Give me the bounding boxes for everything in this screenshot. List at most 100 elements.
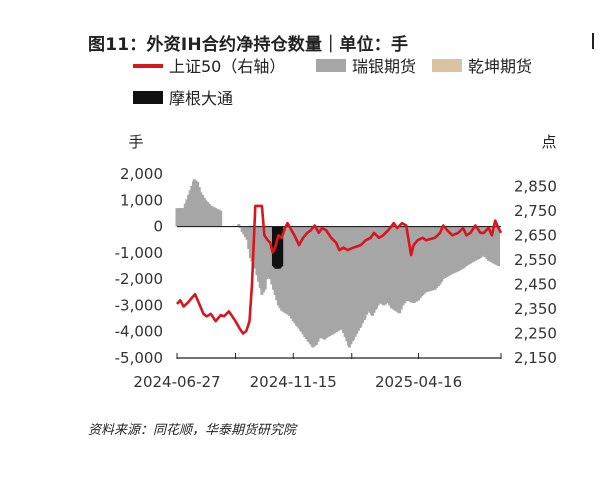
bar-ubs [255, 226, 259, 276]
bar-ubs [245, 226, 249, 240]
bar-ubs [454, 226, 458, 273]
bar-ubs [214, 208, 218, 227]
bar-ubs [492, 226, 496, 264]
bar-ubs [323, 226, 327, 340]
bar-ubs [206, 202, 210, 227]
bar-ubs [332, 226, 336, 334]
bar-ubs [243, 226, 247, 238]
bar-ubs [480, 226, 484, 257]
bar-ubs [368, 226, 372, 313]
legend-label: 乾坤期货 [468, 57, 532, 76]
bar-ubs [478, 226, 482, 259]
bar-ubs [408, 226, 412, 302]
bar-ubs [290, 226, 294, 319]
bar-ubs [483, 226, 487, 258]
bar-ubs [204, 200, 208, 227]
legend-swatch-bar [432, 59, 462, 72]
bar-ubs [422, 226, 426, 294]
y-left-tick-label: 1,000 [120, 191, 163, 209]
bar-ubs [179, 208, 183, 227]
bar-ubs [461, 226, 465, 269]
bar-ubs [210, 206, 214, 227]
bar-ubs [435, 226, 439, 288]
bar-ubs [447, 226, 451, 276]
bar-ubs [403, 226, 407, 304]
bar-ubs [309, 226, 313, 345]
bar-ubs [311, 226, 315, 348]
bar-ubs [356, 226, 360, 331]
bar-ubs [268, 226, 272, 280]
y-right-tick-label: 2,750 [514, 202, 557, 220]
bar-ubs [262, 226, 266, 293]
bar-ubs [490, 226, 494, 263]
bar-jpm [280, 226, 284, 266]
bar-ubs [258, 226, 262, 289]
bar-ubs [196, 181, 200, 227]
legend-label: 摩根大通 [169, 89, 233, 108]
bar-ubs [456, 226, 460, 272]
bar-ubs [329, 226, 333, 336]
bar-ubs [399, 226, 403, 310]
y-left-tick-label: 0 [153, 218, 163, 236]
bar-ubs [281, 226, 285, 312]
y-left-tick-label: -5,000 [115, 349, 163, 367]
bar-ubs [194, 180, 198, 227]
bar-ubs [318, 226, 322, 337]
x-tick-label: 2024-06-27 [133, 373, 220, 391]
bar-ubs [418, 226, 422, 299]
bar-ubs [473, 226, 477, 261]
bar-ubs [242, 226, 246, 235]
legend-swatch-bar [133, 91, 163, 104]
bar-ubs [391, 226, 395, 310]
bar-ubs [472, 226, 476, 262]
bar-ubs [482, 226, 486, 256]
legend-label: 瑞银期货 [352, 57, 416, 76]
bar-ubs [324, 226, 328, 339]
bar-ubs [410, 226, 414, 303]
bar-ubs [335, 226, 339, 332]
bar-ubs [313, 226, 317, 347]
chart-title: 图11：外资IH合约净持仓数量｜单位：手 [88, 35, 409, 55]
y-left-tick-label: -1,000 [115, 244, 163, 262]
bar-ubs [212, 207, 216, 227]
bar-ubs [202, 197, 206, 227]
bar-ubs [182, 208, 186, 227]
bar-ubs [421, 226, 425, 295]
title-divider [592, 33, 594, 49]
bar-ubs [443, 226, 447, 279]
bar-ubs [177, 208, 181, 227]
bar-ubs [382, 226, 386, 306]
bar-ubs [388, 226, 392, 306]
y-left-tick-label: -3,000 [115, 296, 163, 314]
bar-ubs [247, 226, 251, 249]
bar-ubs [475, 226, 479, 260]
bar-ubs [466, 226, 470, 265]
bar-ubs [452, 226, 456, 274]
bar-ubs [303, 226, 307, 337]
bar-ubs [260, 226, 264, 295]
x-tick-label: 2025-04-16 [375, 373, 462, 391]
bar-ubs [345, 226, 349, 342]
bar-ubs [320, 226, 324, 339]
bar-ubs [363, 226, 367, 319]
bar-ubs [464, 226, 468, 266]
bar-ubs [440, 226, 444, 282]
bar-ubs [458, 226, 462, 271]
bar-ubs [347, 226, 351, 348]
bar-ubs [417, 226, 421, 301]
bar-ubs [431, 226, 435, 291]
bar-ubs [477, 226, 481, 259]
bar-ubs [197, 187, 201, 227]
bar-ubs [393, 226, 397, 311]
bar-ubs [355, 226, 359, 334]
bar-ubs [326, 226, 330, 337]
bar-ubs [250, 226, 254, 262]
bar-ubs [470, 226, 474, 263]
bar-ubs [304, 226, 308, 340]
y-left-tick-label: 2,000 [120, 165, 163, 183]
bar-ubs [398, 226, 402, 314]
bar-ubs [331, 226, 335, 335]
bar-ubs [488, 226, 492, 262]
